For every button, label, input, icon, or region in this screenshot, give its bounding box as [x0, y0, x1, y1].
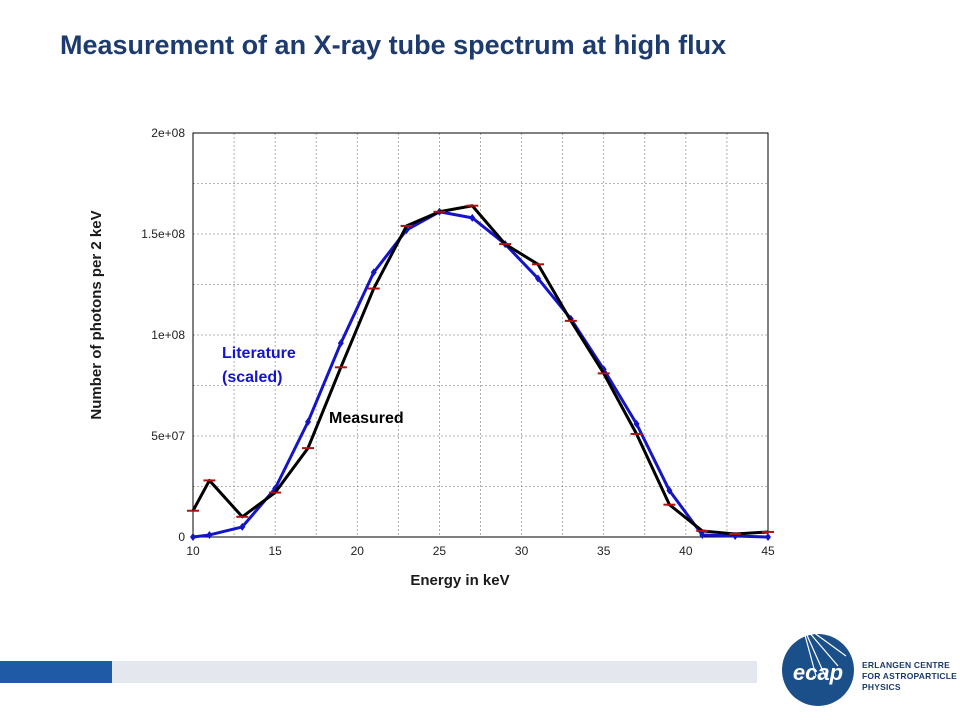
- page-title: Measurement of an X-ray tube spectrum at…: [60, 30, 727, 60]
- series-group: [187, 204, 774, 541]
- x-tick-label-0: 10: [186, 544, 200, 558]
- literature-point-18: [765, 533, 771, 541]
- x-tick-label-4: 30: [515, 544, 529, 558]
- logo-text: ERLANGEN CENTRE FOR ASTROPARTICLE PHYSIC…: [862, 660, 958, 693]
- logo-rays-icon: [801, 623, 847, 679]
- axis-ticks: 10 15 20 25 30 35 40 45 0 5e+07 1e+08 1.5e+08 2e+08: [141, 126, 775, 558]
- literature-point-14: [633, 419, 640, 428]
- x-tick-label-1: 15: [268, 544, 282, 558]
- y-axis-label: Number of photons per 2 keV: [88, 210, 105, 419]
- literature-point-2: [239, 522, 246, 531]
- x-axis-label: Energy in keV: [410, 572, 509, 589]
- logo-line-1: ERLANGEN CENTRE: [862, 660, 951, 670]
- literature-point-1: [206, 530, 213, 539]
- x-tick-label-2: 20: [351, 544, 365, 558]
- footer-bar-accent: [0, 661, 112, 683]
- logo-line-3: PHYSICS: [862, 682, 901, 692]
- x-tick-label-6: 40: [679, 544, 693, 558]
- ecap-logo: ecap: [782, 623, 854, 706]
- logo-mark: ecap: [793, 660, 843, 685]
- plot-frame: [192, 132, 769, 538]
- literature-point-11: [535, 274, 541, 283]
- literature-point-6: [370, 268, 377, 277]
- y-tick-label-2: 1e+08: [151, 328, 185, 342]
- x-tick-label-7: 45: [761, 544, 775, 558]
- y-tick-label-1: 5e+07: [151, 429, 185, 443]
- literature-point-15: [666, 486, 673, 495]
- literature-point-9: [469, 213, 476, 222]
- literature-point-4: [305, 417, 311, 426]
- logo-circle: [782, 634, 854, 706]
- y-tick-label-3: 1.5e+08: [141, 227, 185, 241]
- y-tick-label-0: 0: [178, 530, 185, 544]
- logo-line-2: FOR ASTROPARTICLE: [862, 671, 958, 681]
- x-tick-label-3: 25: [433, 544, 447, 558]
- grid: [193, 133, 768, 537]
- literature-series-label: Literature (scaled): [222, 345, 300, 386]
- x-tick-label-5: 35: [597, 544, 611, 558]
- literature-label-line-2: (scaled): [222, 369, 282, 386]
- measured-series-label: Measured: [329, 410, 404, 427]
- footer-bar: [112, 661, 757, 683]
- literature-point-16: [699, 530, 706, 539]
- literature-label-line-1: Literature: [222, 345, 296, 362]
- literature-point-0: [190, 533, 196, 541]
- literature-point-5: [337, 339, 344, 348]
- y-tick-label-4: 2e+08: [151, 126, 185, 140]
